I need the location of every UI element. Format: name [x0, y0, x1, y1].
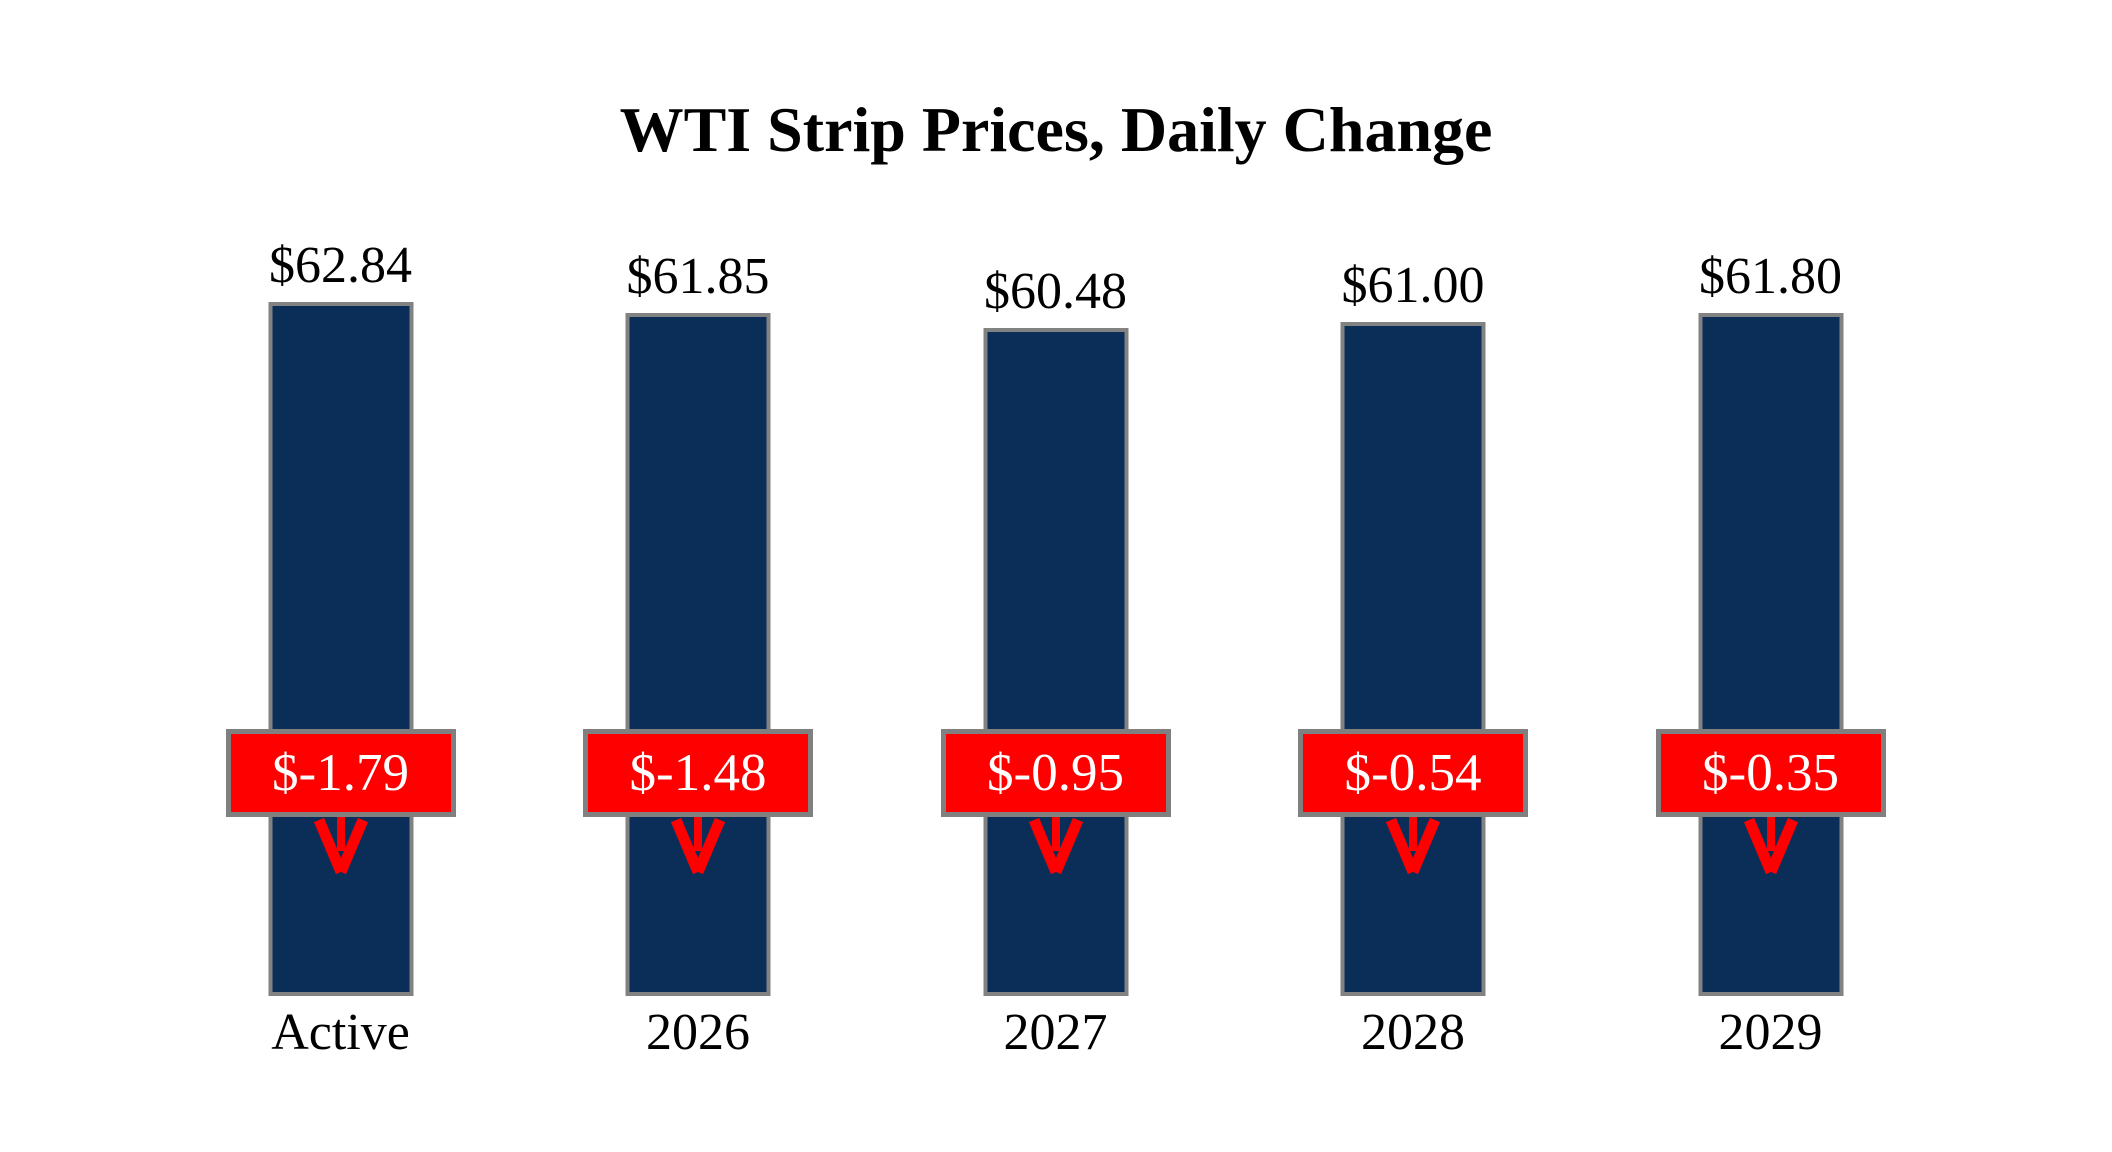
change-badge: $-1.48 [583, 729, 813, 817]
bar [983, 328, 1128, 996]
change-badge: $-0.54 [1298, 729, 1528, 817]
change-badge: $-1.79 [225, 729, 456, 817]
bar [1340, 322, 1486, 996]
change-badge-label: $-1.79 [272, 743, 409, 802]
change-badge: $-0.35 [1655, 729, 1886, 817]
bar-value-label: $61.80 [1699, 248, 1842, 305]
bar-value-label: $61.00 [1341, 257, 1485, 314]
bar-value-label: $60.48 [984, 263, 1127, 320]
category-label: 2026 [646, 1004, 750, 1061]
bar [625, 313, 771, 996]
bar [1698, 313, 1843, 996]
bar-column: $61.00 $-0.54 2028 [1234, 0, 1592, 1152]
bar-column: $61.80 $-0.35 2029 [1592, 0, 1950, 1152]
down-arrow-icon [1386, 815, 1440, 875]
bar-column: $61.85 $-1.48 2026 [519, 0, 877, 1152]
down-arrow-icon [671, 815, 725, 875]
change-badge-label: $-0.54 [1344, 743, 1482, 802]
change-badge-label: $-0.95 [987, 743, 1124, 802]
category-label: 2027 [1003, 1004, 1108, 1061]
change-badge-label: $-1.48 [629, 743, 767, 802]
category-label: 2029 [1718, 1004, 1823, 1061]
bar-column: $60.48 $-0.95 2027 [877, 0, 1235, 1152]
chart-title: WTI Strip Prices, Daily Change [619, 94, 1493, 165]
bar [268, 302, 413, 996]
category-label: Active [271, 1004, 410, 1061]
down-arrow-icon [313, 815, 368, 875]
down-arrow-icon [1028, 815, 1083, 875]
change-badge-label: $-0.35 [1702, 743, 1839, 802]
change-badge: $-0.95 [940, 729, 1171, 817]
bar-column: $62.84 $-1.79 Active [162, 0, 520, 1152]
down-arrow-icon [1743, 815, 1798, 875]
bar-value-label: $62.84 [269, 237, 412, 294]
bar-value-label: $61.85 [626, 248, 770, 305]
category-label: 2028 [1361, 1004, 1465, 1061]
